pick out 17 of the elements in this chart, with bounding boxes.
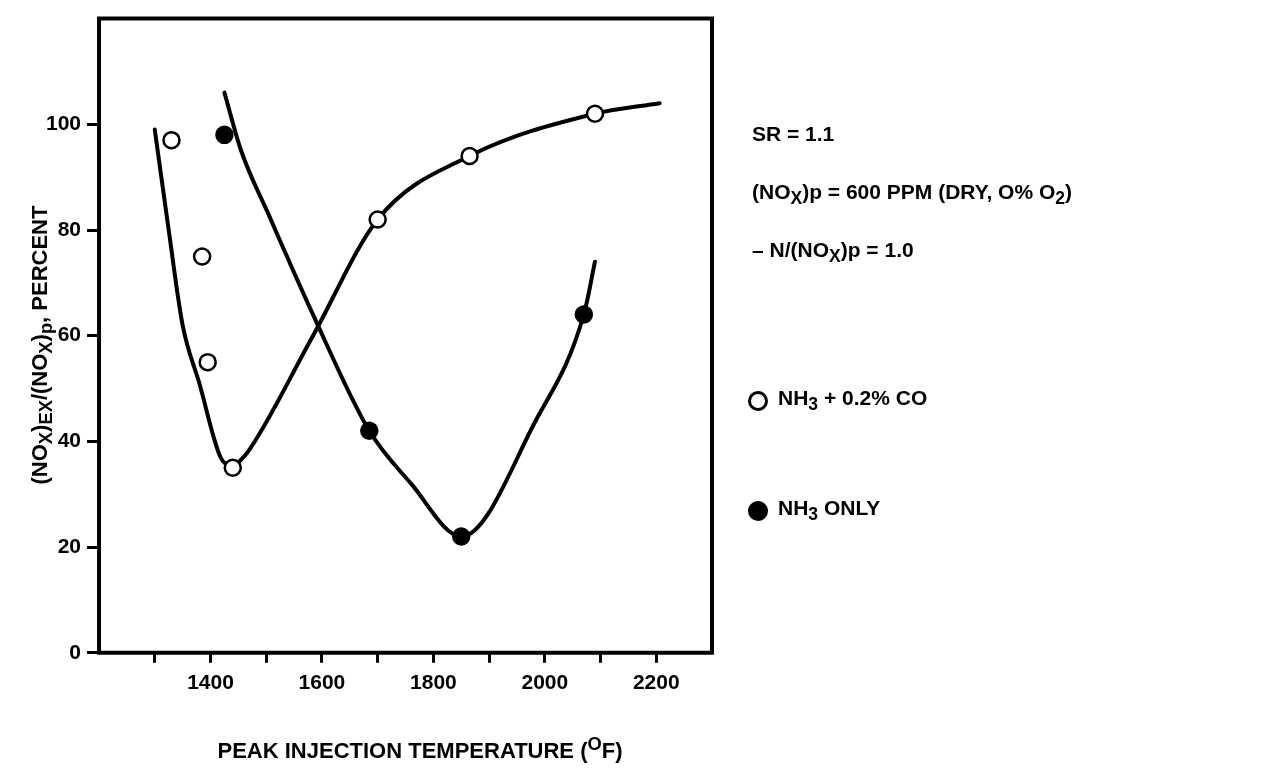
y-tick-label: 60 <box>57 322 82 346</box>
legend-label: NH$_{3}$ ONLY <box>778 496 881 526</box>
y-tick-label: 40 <box>57 428 82 452</box>
text: – N/(NO$_{X}$)p = 1.0 <box>752 238 914 268</box>
x-tick-label: 1800 <box>410 670 457 694</box>
y-tick-label: 80 <box>57 216 82 240</box>
y-tick-label: 100 <box>45 111 82 135</box>
text: SR = 1.1 <box>752 122 835 146</box>
x-tick-label: 1600 <box>298 670 346 694</box>
x-tick-label: 1400 <box>187 670 234 694</box>
y-tick-label: 20 <box>57 533 82 557</box>
text: (NO$_{X}$)p = 600 PPM (DRY, O% O$_{2}$) <box>752 180 1072 210</box>
legend-label: NH$_{3}$ + 0.2% CO <box>778 386 928 416</box>
x-axis-title: PEAK INJECTION TEMPERATURE ($^{O}$F) <box>217 733 623 765</box>
x-tick-label: 2000 <box>521 670 569 694</box>
x-tick-label: 2200 <box>632 670 680 694</box>
y-tick-label: 0 <box>69 639 82 663</box>
